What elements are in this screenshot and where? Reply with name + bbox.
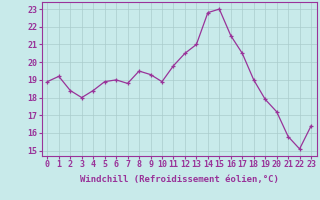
X-axis label: Windchill (Refroidissement éolien,°C): Windchill (Refroidissement éolien,°C) (80, 175, 279, 184)
